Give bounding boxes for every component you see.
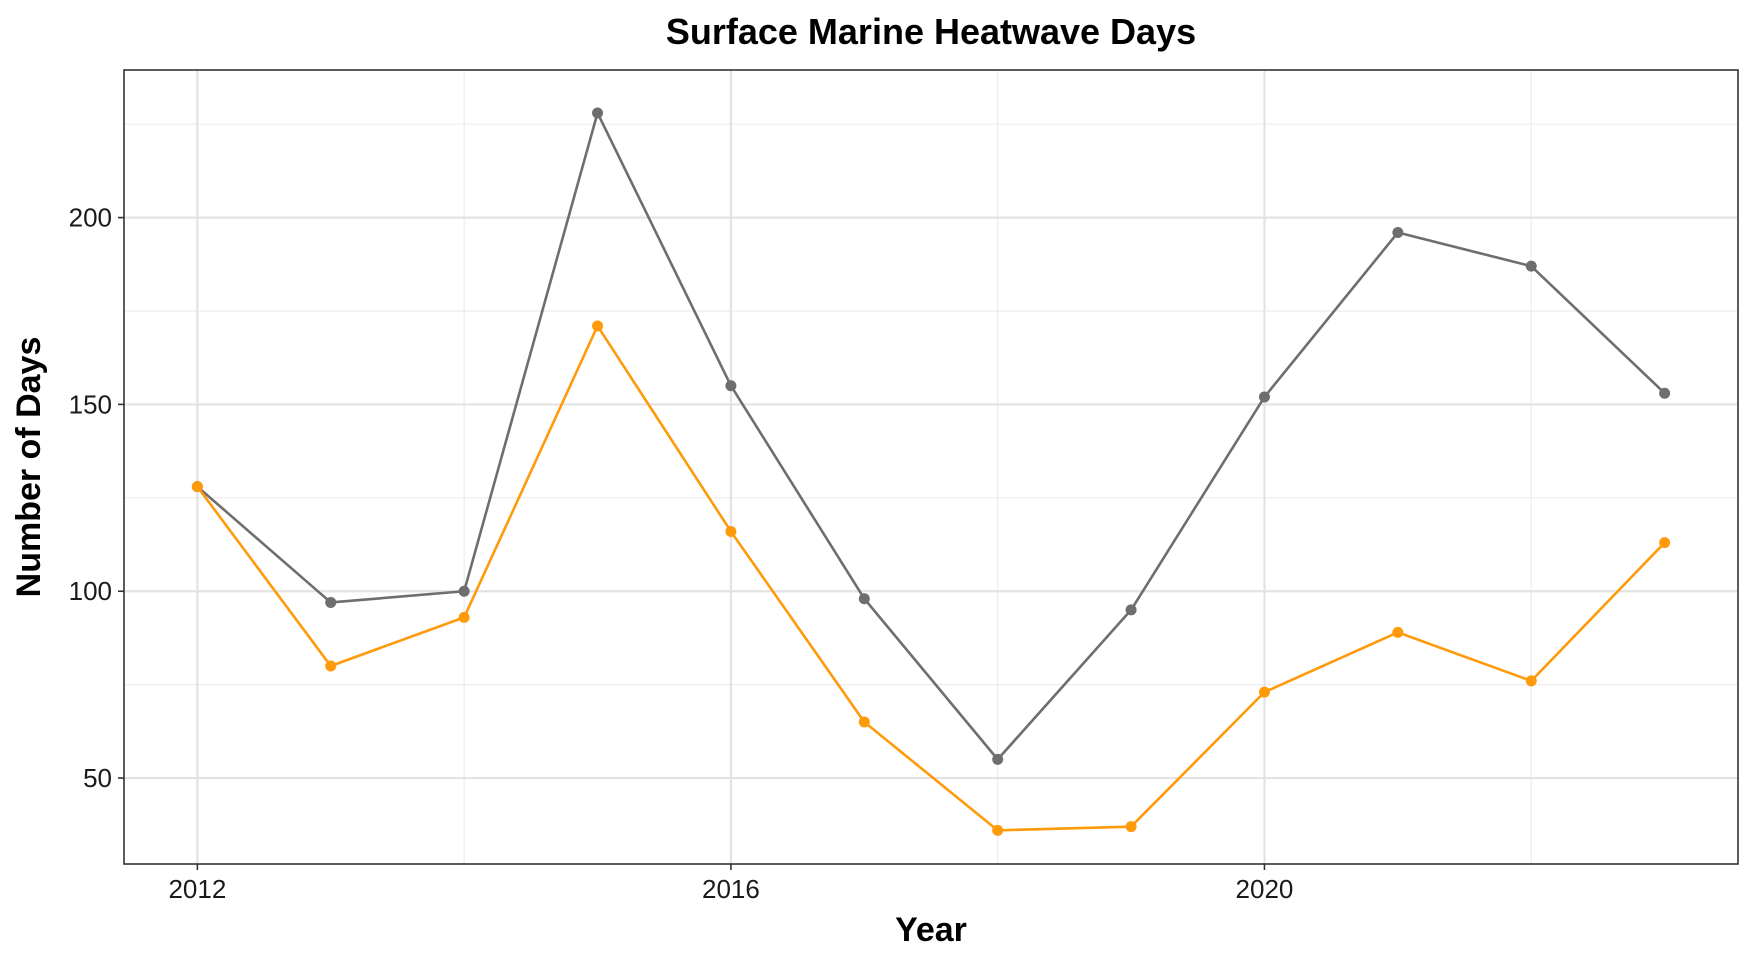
data-point: [592, 107, 604, 119]
data-point: [858, 593, 870, 605]
data-point: [992, 824, 1004, 836]
data-point: [858, 716, 870, 728]
series-line: [196, 111, 1666, 761]
data-point: [1525, 260, 1537, 272]
y-tick-label: 100: [69, 576, 112, 606]
series-1: [191, 107, 1671, 765]
data-point: [992, 753, 1004, 765]
series-layer: [191, 107, 1671, 836]
data-point: [325, 596, 337, 608]
y-tick-label: 200: [69, 203, 112, 233]
data-point: [1125, 604, 1137, 616]
data-point: [1258, 686, 1270, 698]
data-point: [191, 481, 203, 493]
data-point: [1659, 537, 1671, 549]
data-point: [1525, 675, 1537, 687]
y-tick-label: 150: [69, 389, 112, 419]
plot-border: [123, 69, 1739, 865]
data-point: [592, 320, 604, 332]
series-line: [196, 324, 1666, 832]
data-point: [1258, 391, 1270, 403]
x-tick-label: 2012: [168, 874, 226, 904]
y-axis-title: Number of Days: [10, 337, 48, 598]
data-point: [1659, 387, 1671, 399]
chart-title: Surface Marine Heatwave Days: [666, 11, 1196, 52]
data-point: [458, 611, 470, 623]
grid: [124, 70, 1738, 864]
x-axis-title: Year: [895, 911, 967, 949]
y-tick-label: 50: [83, 763, 112, 793]
x-tick-label: 2020: [1236, 874, 1294, 904]
data-point: [1125, 821, 1137, 833]
data-point: [1392, 227, 1404, 239]
x-tick-label: 2016: [702, 874, 760, 904]
data-point: [725, 525, 737, 537]
data-point: [1392, 626, 1404, 638]
data-point: [458, 585, 470, 597]
data-point: [725, 380, 737, 392]
series-2: [191, 320, 1671, 836]
data-point: [325, 660, 337, 672]
axis-ticks: 50 100 150 200 2012 2016 2020: [69, 203, 1294, 904]
